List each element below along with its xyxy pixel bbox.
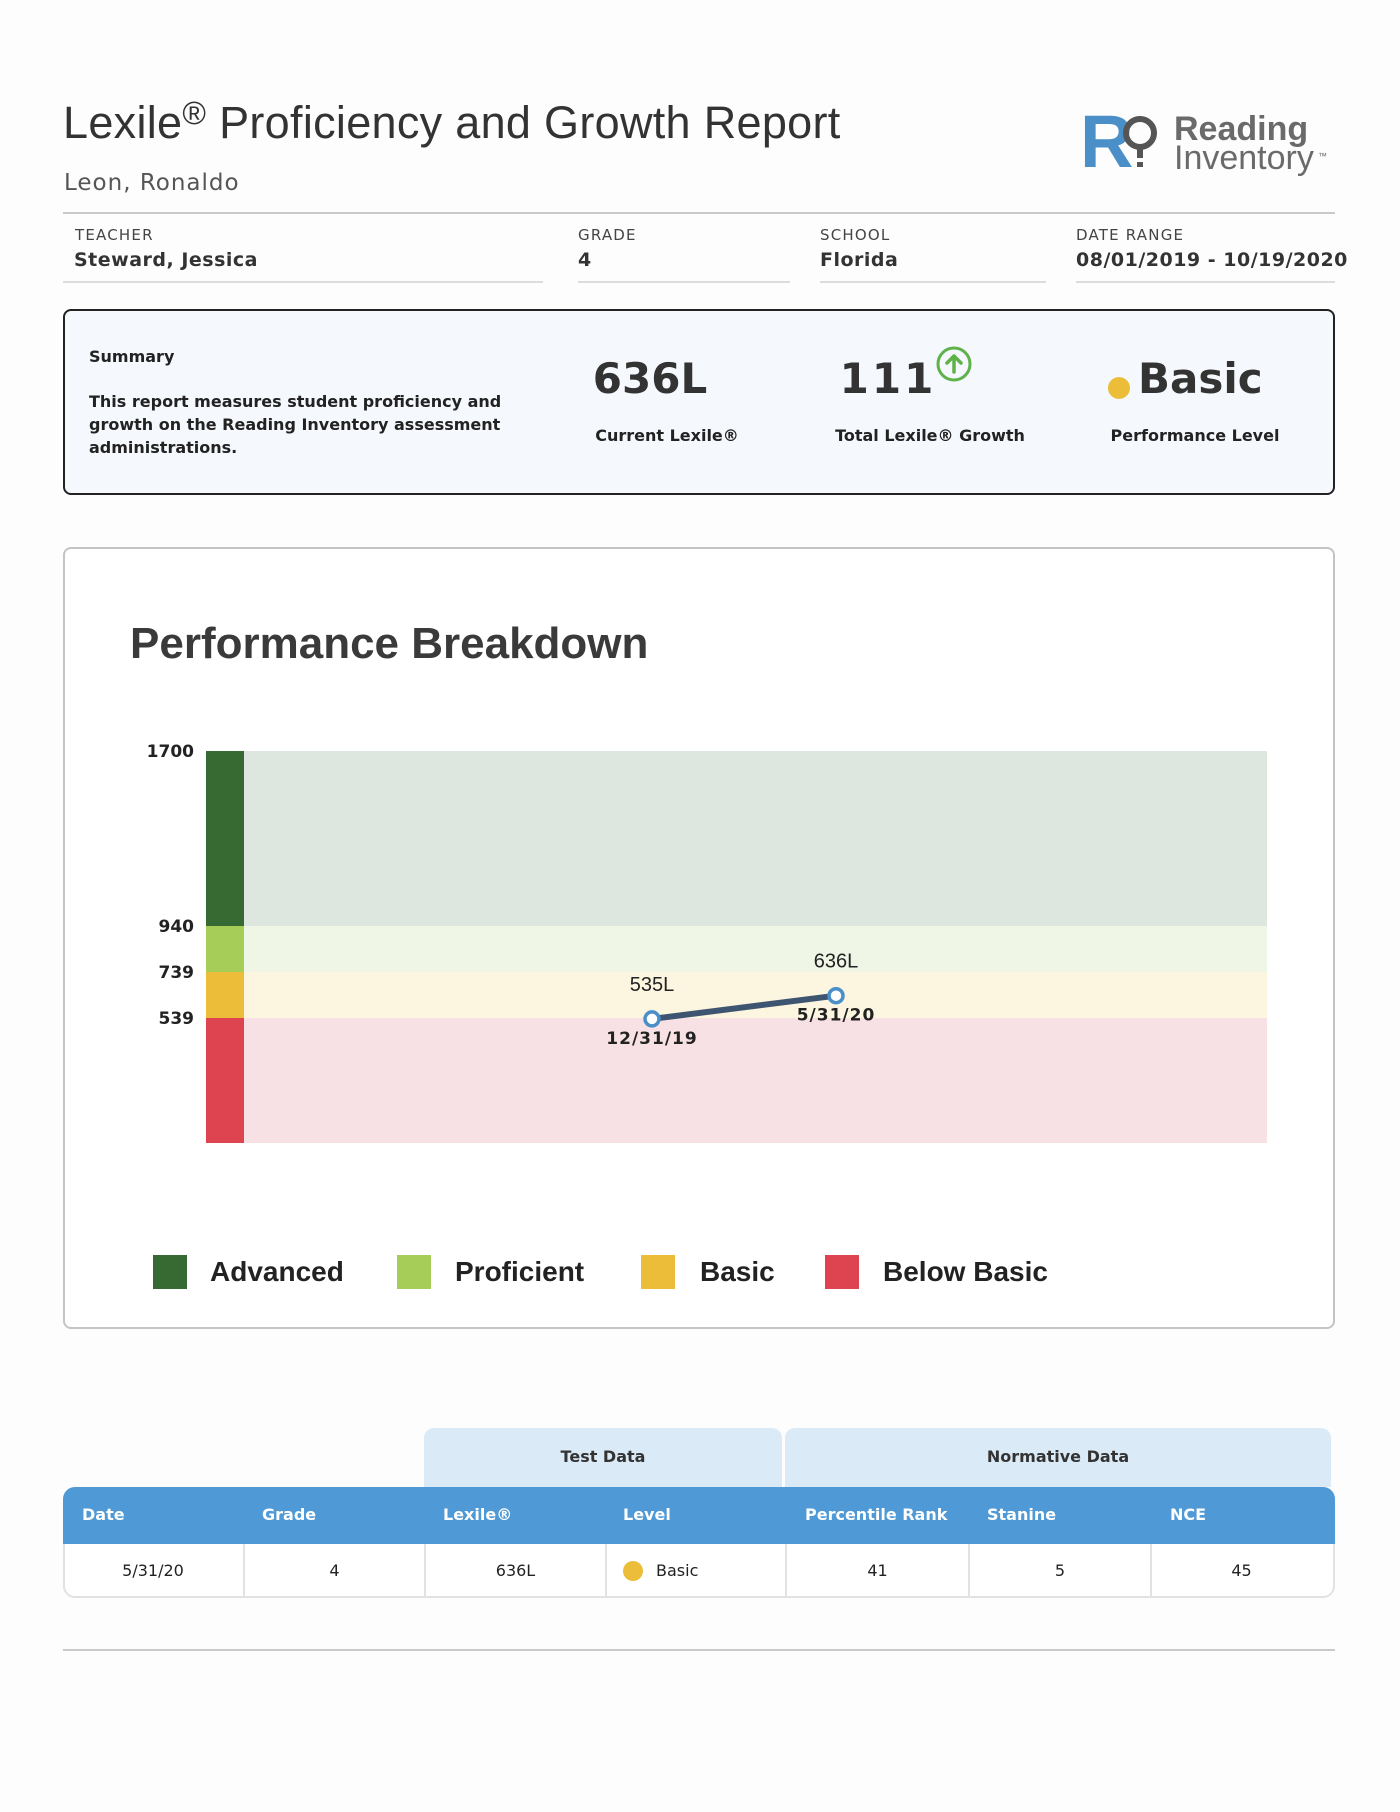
band-bar-below-basic bbox=[206, 1018, 244, 1143]
school-value: Florida bbox=[820, 249, 899, 271]
header-percentile-rank[interactable]: Percentile Rank bbox=[805, 1505, 948, 1524]
cell-divider bbox=[785, 1544, 787, 1598]
growth-label: Total Lexile® Growth bbox=[835, 426, 1025, 445]
cell-percentile-rank: 41 bbox=[867, 1561, 888, 1580]
band-below-basic bbox=[244, 1018, 1267, 1143]
level-dot-icon bbox=[623, 1561, 643, 1581]
footer-divider bbox=[63, 1649, 1335, 1651]
summary-title: Summary bbox=[89, 347, 175, 366]
report-title: Lexile® Proficiency and Growth Report bbox=[63, 95, 841, 148]
legend-swatch-basic bbox=[641, 1255, 675, 1289]
data-point bbox=[643, 1010, 661, 1028]
grade-label: GRADE bbox=[578, 226, 637, 244]
data-point-date-label: 12/31/19 bbox=[606, 1029, 697, 1049]
lexile-line bbox=[649, 992, 839, 1022]
logo-trademark: ™ bbox=[1318, 151, 1327, 161]
level-dot-icon bbox=[1108, 377, 1130, 399]
cell-date: 5/31/20 bbox=[122, 1561, 184, 1580]
school-label: SCHOOL bbox=[820, 226, 891, 244]
cell-lexile: 636L bbox=[495, 1561, 536, 1580]
header-nce[interactable]: NCE bbox=[1170, 1505, 1207, 1524]
grade-value: 4 bbox=[578, 249, 592, 271]
summary-box bbox=[63, 309, 1335, 495]
header-stanine[interactable]: Stanine bbox=[987, 1505, 1057, 1524]
tab-test-data[interactable]: Test Data bbox=[424, 1428, 782, 1487]
logo-word-reading: Reading bbox=[1174, 110, 1308, 148]
reading-inventory-logo: R Reading Inventory ™ bbox=[1080, 100, 1330, 183]
header-lexile[interactable]: Lexile® bbox=[443, 1505, 513, 1524]
band-bar-basic bbox=[206, 972, 244, 1018]
performance-level-value: Basic bbox=[1138, 354, 1263, 403]
table-header-row bbox=[63, 1487, 1335, 1544]
svg-text:R: R bbox=[1080, 103, 1133, 183]
cell-divider bbox=[424, 1544, 426, 1598]
y-tick-label: 1700 bbox=[147, 742, 194, 762]
cell-divider bbox=[1150, 1544, 1152, 1598]
legend-label-proficient: Proficient bbox=[455, 1256, 585, 1287]
band-bar-proficient bbox=[206, 926, 244, 972]
band-proficient bbox=[244, 926, 1267, 972]
meta-underline bbox=[63, 281, 543, 283]
header-level[interactable]: Level bbox=[623, 1505, 671, 1524]
y-tick-label: 940 bbox=[159, 917, 195, 937]
header-divider bbox=[63, 212, 1335, 214]
growth-value: 111 bbox=[839, 354, 937, 403]
current-lexile-value: 636L bbox=[592, 354, 708, 403]
table-row bbox=[63, 1544, 1335, 1598]
tab-normative-data[interactable]: Normative Data bbox=[785, 1428, 1331, 1487]
legend-swatch-proficient bbox=[397, 1255, 431, 1289]
band-advanced bbox=[244, 751, 1267, 926]
cell-divider bbox=[968, 1544, 970, 1598]
growth-up-arrow-icon bbox=[935, 345, 973, 387]
y-tick-label: 539 bbox=[159, 1009, 195, 1029]
data-point-value-label: 535L bbox=[630, 974, 675, 996]
cell-stanine: 5 bbox=[1054, 1561, 1066, 1580]
cell-nce: 45 bbox=[1231, 1561, 1252, 1580]
teacher-value: Steward, Jessica bbox=[74, 249, 259, 271]
data-point bbox=[827, 986, 845, 1005]
meta-underline bbox=[1076, 281, 1335, 283]
band-bar-advanced bbox=[206, 751, 244, 926]
cell-divider bbox=[243, 1544, 245, 1598]
chart-title: Performance Breakdown bbox=[130, 619, 649, 668]
legend-label-basic: Basic bbox=[700, 1256, 775, 1287]
header-grade[interactable]: Grade bbox=[262, 1505, 317, 1524]
meta-underline bbox=[578, 281, 790, 283]
band-basic bbox=[244, 972, 1267, 1018]
cell-level: Basic bbox=[656, 1561, 699, 1580]
data-point-value-label: 636L bbox=[814, 951, 859, 973]
date-range-value: 08/01/2019 - 10/19/2020 bbox=[1076, 249, 1348, 271]
meta-underline bbox=[820, 281, 1046, 283]
header-date[interactable]: Date bbox=[82, 1505, 125, 1524]
student-name: Leon, Ronaldo bbox=[64, 170, 240, 196]
performance-level-label: Performance Level bbox=[1110, 426, 1280, 445]
legend-swatch-advanced bbox=[153, 1255, 187, 1289]
legend-label-advanced: Advanced bbox=[210, 1256, 344, 1287]
data-point-date-label: 5/31/20 bbox=[797, 1006, 876, 1026]
summary-text: This report measures student proficiency… bbox=[89, 392, 502, 457]
legend-label-below-basic: Below Basic bbox=[883, 1256, 1048, 1287]
date-range-label: DATE RANGE bbox=[1076, 226, 1185, 244]
current-lexile-label: Current Lexile® bbox=[595, 426, 739, 445]
logo-word-inventory: Inventory bbox=[1174, 139, 1314, 177]
cell-grade: 4 bbox=[329, 1561, 340, 1580]
cell-divider bbox=[605, 1544, 607, 1598]
y-tick-label: 739 bbox=[159, 963, 195, 983]
legend-swatch-below-basic bbox=[825, 1255, 859, 1289]
teacher-label: TEACHER bbox=[75, 226, 154, 244]
